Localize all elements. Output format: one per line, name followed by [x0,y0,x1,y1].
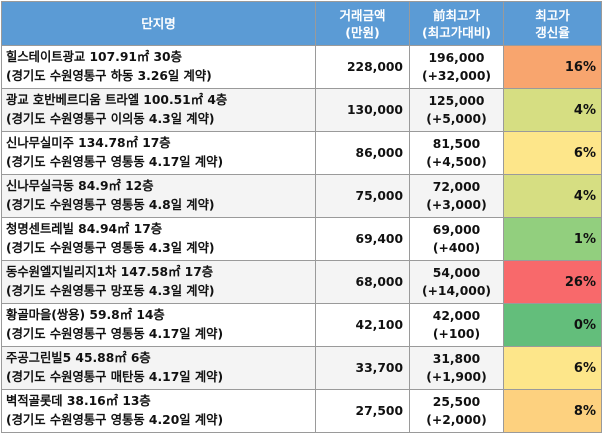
contract-location: (경기도 수원영통구 영통동 4.20일 계약) [6,413,224,427]
prev-high-cell: 125,000 (+5,000) [409,88,504,132]
renewal-rate: 26% [503,260,602,304]
complex-name-cell: 주공그린빌5 45.88㎡ 6층 (경기도 수원영통구 매탄동 4.17일 계약) [1,346,316,390]
table-body: 힐스테이트광교 107.91㎡ 30층 (경기도 수원영통구 하동 3.26일 계… [1,45,602,433]
trade-price: 75,000 [315,174,410,218]
col-header-prev-high-sub: (최고가대비) [422,24,491,40]
complex-name-cell: 황골마을(쌍용) 59.8㎡ 14층 (경기도 수원영통구 영통동 4.17일 계… [1,303,316,347]
prev-high-price: 31,800 [432,352,481,366]
col-header-name: 단지명 [1,1,316,46]
prev-high-price: 196,000 [428,51,485,65]
table-row: 힐스테이트광교 107.91㎡ 30층 (경기도 수원영통구 하동 3.26일 계… [1,45,602,89]
renewal-rate: 8% [503,389,602,433]
prev-high-cell: 72,000 (+3,000) [409,174,504,218]
contract-location: (경기도 수원영통구 매탄동 4.17일 계약) [6,370,224,384]
prev-high-cell: 196,000 (+32,000) [409,45,504,89]
prev-high-price: 69,000 [432,223,481,237]
col-header-prev-high: 前최고가 (최고가대비) [409,1,504,46]
col-header-price: 거래금액 (만원) [315,1,410,46]
prev-high-diff: (+4,500) [426,155,487,169]
contract-location: (경기도 수원영통구 영통동 4.3일 계약) [6,241,215,255]
trade-price: 228,000 [315,45,410,89]
prev-high-diff: (+14,000) [422,284,491,298]
complex-name-cell: 신나무실극동 84.9㎡ 12층 (경기도 수원영통구 영통동 4.8일 계약) [1,174,316,218]
table-row: 신나무실극동 84.9㎡ 12층 (경기도 수원영통구 영통동 4.8일 계약) 7… [1,174,602,218]
contract-location: (경기도 수원영통구 영통동 4.17일 계약) [6,155,224,169]
prev-high-diff: (+5,000) [426,112,487,126]
table-row: 청명센트레빌 84.94㎡ 17층 (경기도 수원영통구 영통동 4.3일 계약)… [1,217,602,261]
complex-name-cell: 동수원엘지빌리지1차 147.58㎡ 17층 (경기도 수원영통구 망포동 4.3… [1,260,316,304]
renewal-rate: 1% [503,217,602,261]
complex-name: 광교 호반베르디움 트라엘 100.51㎡ 4층 [6,93,228,107]
complex-name-cell: 광교 호반베르디움 트라엘 100.51㎡ 4층 (경기도 수원영통구 이의동 4… [1,88,316,132]
complex-name: 동수원엘지빌리지1차 147.58㎡ 17층 [6,265,214,279]
col-header-rate-label: 최고가 [535,7,570,23]
prev-high-diff: (+32,000) [422,69,491,83]
col-header-prev-high-label: 前최고가 [432,7,480,23]
col-header-rate-sub: 갱신율 [535,24,570,40]
prev-high-cell: 42,000 (+100) [409,303,504,347]
complex-name: 벽적골롯데 38.16㎡ 13층 [6,394,151,408]
header-row: 단지명 거래금액 (만원) 前최고가 (최고가대비) 최고가 갱신율 [1,1,602,46]
prev-high-diff: (+1,900) [426,370,487,384]
complex-name-cell: 벽적골롯데 38.16㎡ 13층 (경기도 수원영통구 영통동 4.20일 계약) [1,389,316,433]
table-row: 황골마을(쌍용) 59.8㎡ 14층 (경기도 수원영통구 영통동 4.17일 계… [1,303,602,347]
contract-location: (경기도 수원영통구 하동 3.26일 계약) [6,69,212,83]
prev-high-cell: 69,000 (+400) [409,217,504,261]
trade-price: 69,400 [315,217,410,261]
col-header-price-unit: (만원) [345,24,380,40]
complex-name: 힐스테이트광교 107.91㎡ 30층 [6,50,182,64]
complex-name: 신나무실미주 134.78㎡ 17층 [6,136,171,150]
complex-name-cell: 신나무실미주 134.78㎡ 17층 (경기도 수원영통구 영통동 4.17일 계… [1,131,316,175]
prev-high-cell: 25,500 (+2,000) [409,389,504,433]
prev-high-diff: (+3,000) [426,198,487,212]
prev-high-price: 72,000 [432,180,481,194]
prev-high-diff: (+400) [432,241,481,255]
renewal-rate: 4% [503,88,602,132]
col-header-rate: 최고가 갱신율 [503,1,602,46]
trade-price: 86,000 [315,131,410,175]
col-header-price-label: 거래금액 [339,7,386,23]
renewal-rate: 4% [503,174,602,218]
trade-price: 42,100 [315,303,410,347]
prev-high-cell: 54,000 (+14,000) [409,260,504,304]
complex-name: 주공그린빌5 45.88㎡ 6층 [6,351,151,365]
col-header-name-label: 단지명 [141,16,176,31]
trade-price: 27,500 [315,389,410,433]
trade-price: 33,700 [315,346,410,390]
contract-location: (경기도 수원영통구 이의동 4.3일 계약) [6,112,215,126]
prev-high-diff: (+2,000) [426,413,487,427]
trade-price: 68,000 [315,260,410,304]
renewal-rate: 6% [503,131,602,175]
prev-high-price: 81,500 [432,137,481,151]
trade-price: 130,000 [315,88,410,132]
renewal-rate: 0% [503,303,602,347]
complex-name-cell: 힐스테이트광교 107.91㎡ 30층 (경기도 수원영통구 하동 3.26일 계… [1,45,316,89]
prev-high-diff: (+100) [432,327,481,341]
renewal-rate: 16% [503,45,602,89]
complex-name: 청명센트레빌 84.94㎡ 17층 [6,222,163,236]
table-row: 동수원엘지빌리지1차 147.58㎡ 17층 (경기도 수원영통구 망포동 4.3… [1,260,602,304]
prev-high-price: 54,000 [432,266,481,280]
table-row: 주공그린빌5 45.88㎡ 6층 (경기도 수원영통구 매탄동 4.17일 계약)… [1,346,602,390]
prev-high-cell: 31,800 (+1,900) [409,346,504,390]
table-row: 벽적골롯데 38.16㎡ 13층 (경기도 수원영통구 영통동 4.20일 계약)… [1,389,602,433]
table-row: 광교 호반베르디움 트라엘 100.51㎡ 4층 (경기도 수원영통구 이의동 4… [1,88,602,132]
renewal-rate: 6% [503,346,602,390]
complex-name-cell: 청명센트레빌 84.94㎡ 17층 (경기도 수원영통구 영통동 4.3일 계약) [1,217,316,261]
table-row: 신나무실미주 134.78㎡ 17층 (경기도 수원영통구 영통동 4.17일 계… [1,131,602,175]
prev-high-price: 25,500 [432,395,481,409]
contract-location: (경기도 수원영통구 망포동 4.3일 계약) [6,284,215,298]
contract-location: (경기도 수원영통구 영통동 4.17일 계약) [6,327,224,341]
complex-name: 신나무실극동 84.9㎡ 12층 [6,179,154,193]
complex-name: 황골마을(쌍용) 59.8㎡ 14층 [6,308,165,322]
prev-high-price: 42,000 [432,309,481,323]
prev-high-cell: 81,500 (+4,500) [409,131,504,175]
prev-high-price: 125,000 [428,94,485,108]
contract-location: (경기도 수원영통구 영통동 4.8일 계약) [6,198,215,212]
